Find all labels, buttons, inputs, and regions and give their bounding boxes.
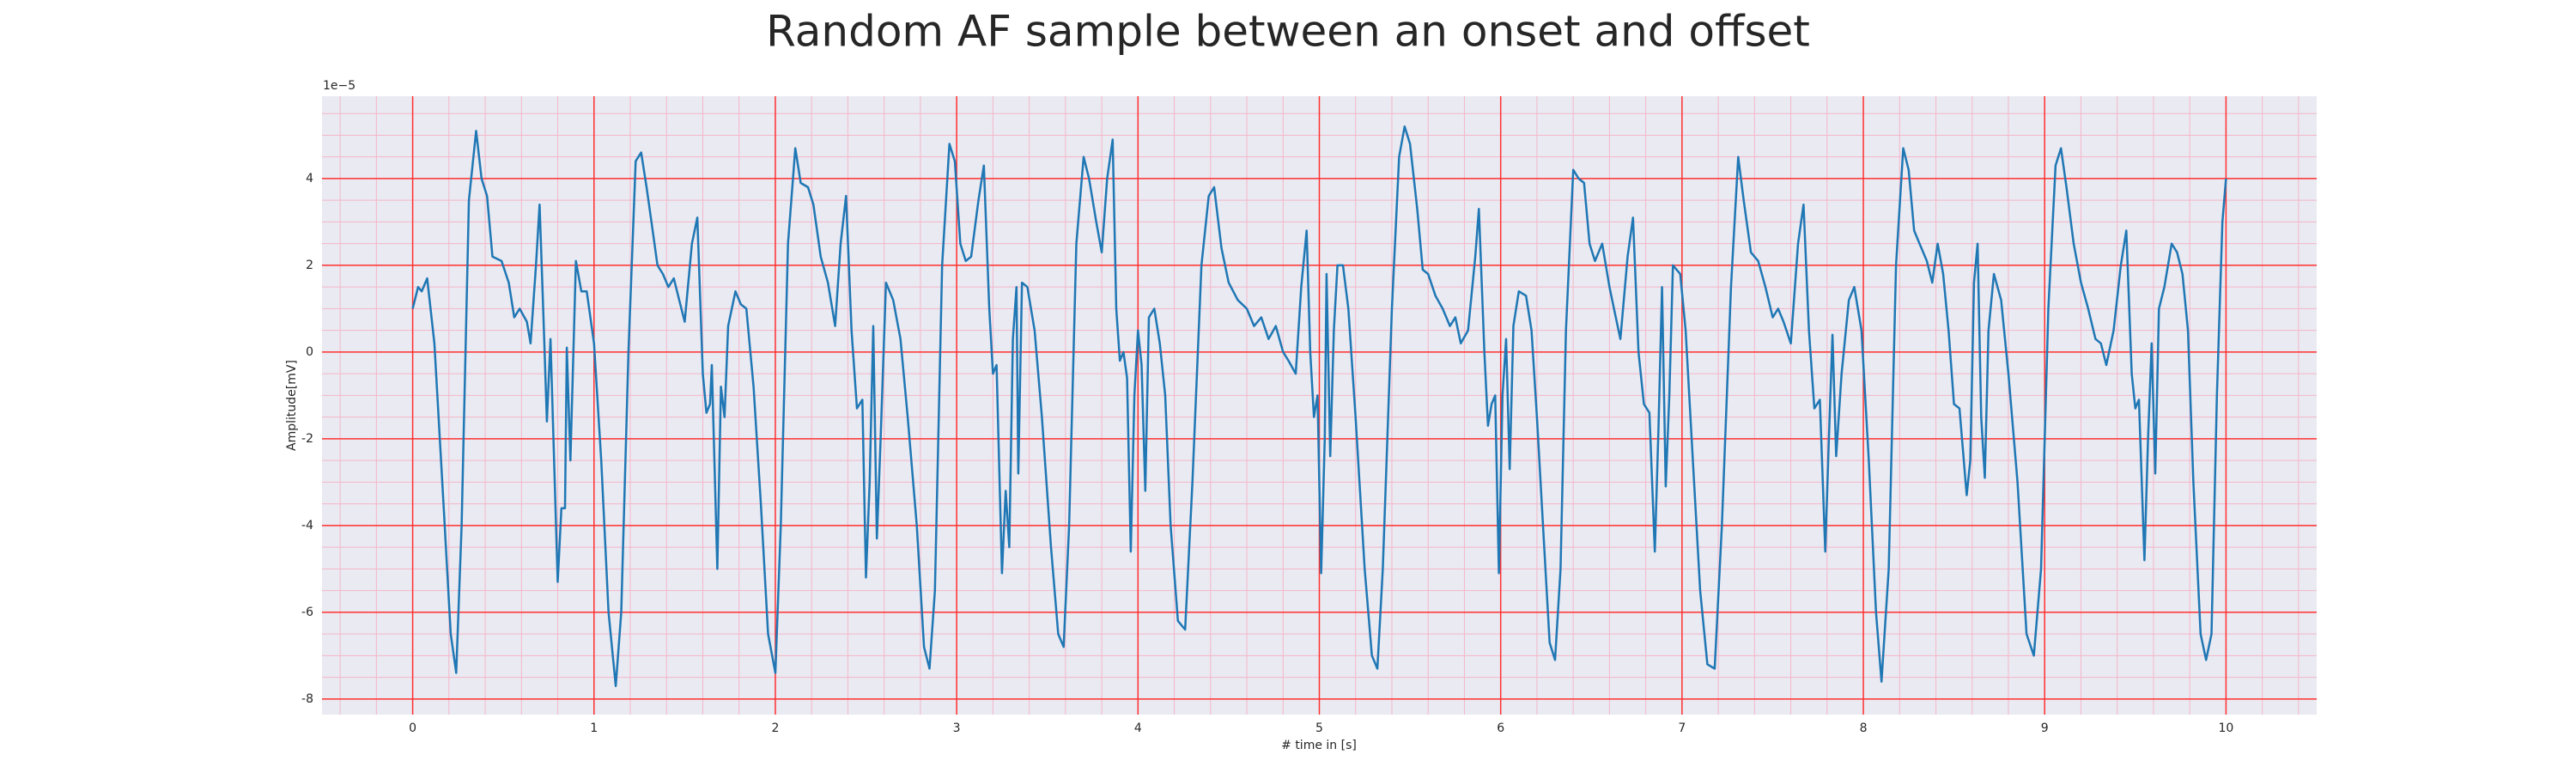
y-tick-label: -8 xyxy=(301,692,313,706)
y-offset-label: 1e−5 xyxy=(323,79,355,93)
x-tick-label: 4 xyxy=(1134,721,1142,735)
x-tick-label: 9 xyxy=(2041,721,2049,735)
x-tick-label: 7 xyxy=(1678,721,1686,735)
x-tick-label: 8 xyxy=(1860,721,1868,735)
y-tick-label: -6 xyxy=(301,606,313,619)
y-tick-label: -4 xyxy=(301,519,313,533)
signal-line xyxy=(411,125,2227,687)
y-tick-label: 4 xyxy=(306,172,313,186)
x-tick-label: 3 xyxy=(953,721,961,735)
x-tick-label: 1 xyxy=(590,721,598,735)
x-tick-label: 0 xyxy=(409,721,416,735)
y-tick-label: 2 xyxy=(306,259,313,272)
y-tick-label: 0 xyxy=(306,345,313,359)
x-tick-label: 6 xyxy=(1497,721,1504,735)
x-tick-label: 5 xyxy=(1315,721,1323,735)
x-axis-label: # time in [s] xyxy=(1281,739,1357,752)
x-tick-label: 10 xyxy=(2218,721,2233,735)
y-tick-label: -2 xyxy=(301,432,313,446)
y-axis-label: Amplitude[mV] xyxy=(285,360,299,451)
x-tick-label: 2 xyxy=(771,721,779,735)
chart-title: Random AF sample between an onset and of… xyxy=(766,7,1810,57)
